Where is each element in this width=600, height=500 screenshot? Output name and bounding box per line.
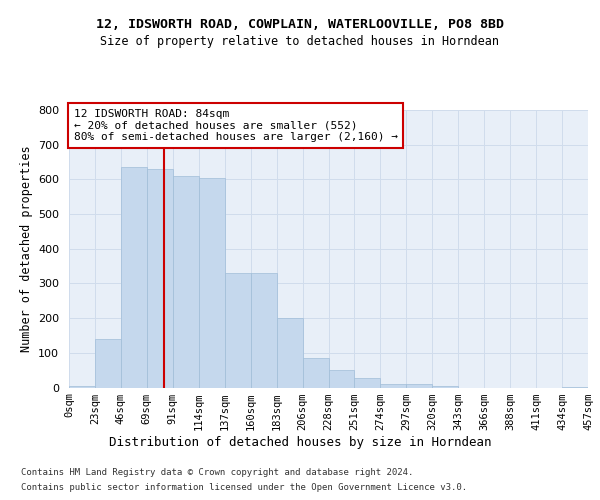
Bar	[173, 176, 199, 388]
Y-axis label: Number of detached properties: Number of detached properties	[20, 146, 32, 352]
Bar	[147, 169, 173, 388]
Bar	[406, 384, 432, 388]
Text: 12, IDSWORTH ROAD, COWPLAIN, WATERLOOVILLE, PO8 8BD: 12, IDSWORTH ROAD, COWPLAIN, WATERLOOVIL…	[96, 18, 504, 30]
Bar	[69, 386, 95, 388]
Text: Size of property relative to detached houses in Horndean: Size of property relative to detached ho…	[101, 35, 499, 48]
Text: Distribution of detached houses by size in Horndean: Distribution of detached houses by size …	[109, 436, 491, 449]
Bar	[199, 178, 224, 388]
Bar	[277, 318, 302, 388]
Bar	[225, 273, 251, 388]
Bar	[121, 167, 147, 388]
Bar	[251, 273, 277, 388]
Bar	[355, 378, 380, 388]
Text: Contains HM Land Registry data © Crown copyright and database right 2024.: Contains HM Land Registry data © Crown c…	[21, 468, 413, 477]
Bar	[329, 370, 355, 388]
Bar	[432, 386, 458, 388]
Bar	[380, 384, 406, 388]
Bar	[95, 339, 121, 388]
Bar	[302, 358, 329, 388]
Bar	[562, 387, 588, 388]
Text: Contains public sector information licensed under the Open Government Licence v3: Contains public sector information licen…	[21, 483, 467, 492]
Text: 12 IDSWORTH ROAD: 84sqm
← 20% of detached houses are smaller (552)
80% of semi-d: 12 IDSWORTH ROAD: 84sqm ← 20% of detache…	[74, 109, 398, 142]
